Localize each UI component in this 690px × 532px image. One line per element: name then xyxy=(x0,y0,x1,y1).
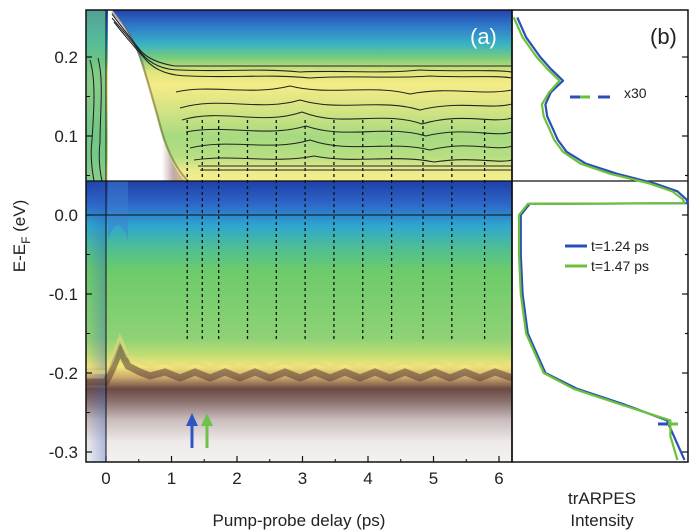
y-axis-title: E-EF (eV) xyxy=(10,200,33,273)
heatmap-lower-background xyxy=(86,181,512,462)
panel-b-axis-title-line1: trARPES xyxy=(568,489,636,508)
spectrum-line-0 xyxy=(516,17,690,461)
y-tick-label-4: -0.2 xyxy=(49,364,78,383)
x-tick-label-6: 6 xyxy=(494,469,503,488)
legend: t=1.24 ps t=1.47 ps xyxy=(565,238,649,274)
panel-b-axis-title-line2: Intensity xyxy=(570,511,634,530)
heatmap-upper-prezero xyxy=(86,10,106,181)
x-axis-title: Pump-probe delay (ps) xyxy=(213,511,386,530)
y-axis-title-sub: F xyxy=(19,237,33,244)
x-tick-label-4: 4 xyxy=(363,469,372,488)
contour-lines xyxy=(89,13,512,181)
heatmap-lower xyxy=(86,181,512,462)
heatmap-upper-excitation-blob xyxy=(108,10,185,181)
panel-b-series xyxy=(512,17,690,461)
x-tick-label-5: 5 xyxy=(429,469,438,488)
arrow-green-head xyxy=(201,413,213,426)
heatmap-upper xyxy=(86,10,512,181)
x30-annotation: x30 xyxy=(624,85,647,101)
panel-b-ticks xyxy=(682,56,688,453)
y-axis-title-unit: (eV) xyxy=(10,200,29,237)
y-tick-label-1: 0.1 xyxy=(54,127,78,146)
panel-b: (b) x30 t=1.24 ps t=1.47 ps xyxy=(511,9,690,463)
dashed-lines xyxy=(186,120,486,340)
spectrum-line-1 xyxy=(512,17,686,461)
y-tick-label-3: -0.1 xyxy=(49,285,78,304)
legend-label-green: t=1.47 ps xyxy=(591,258,649,274)
heatmap-upper-blob-edge xyxy=(111,11,189,181)
y-tick-label-2: 0.0 xyxy=(54,206,78,225)
x-tick-label-2: 2 xyxy=(232,469,241,488)
y-tick-label-5: -0.3 xyxy=(49,443,78,462)
heatmap-oscillating-yellow xyxy=(86,332,512,374)
legend-label-blue: t=1.24 ps xyxy=(591,238,649,254)
panel-b-label: (b) xyxy=(650,24,677,49)
heatmap-time-zero-bump xyxy=(108,181,128,240)
x-tick-label-3: 3 xyxy=(298,469,307,488)
panel-b-border xyxy=(511,9,689,463)
panel-a-label: (a) xyxy=(470,24,497,49)
arrows xyxy=(186,413,213,448)
panel-a-tick-labels: 0 1 2 3 4 5 6 0.2 0.1 0.0 -0.1 -0.2 -0.3 xyxy=(49,48,504,488)
heatmap-lower-prezero-shade xyxy=(86,181,106,462)
panel-a-ticks xyxy=(86,56,500,462)
y-axis-title-main: E-E xyxy=(10,244,29,272)
y-tick-label-0: 0.2 xyxy=(54,48,78,67)
arrow-blue-head xyxy=(186,413,198,426)
x-tick-label-0: 0 xyxy=(101,469,110,488)
heatmap-oscillating-band xyxy=(86,341,512,386)
x-tick-label-1: 1 xyxy=(167,469,176,488)
